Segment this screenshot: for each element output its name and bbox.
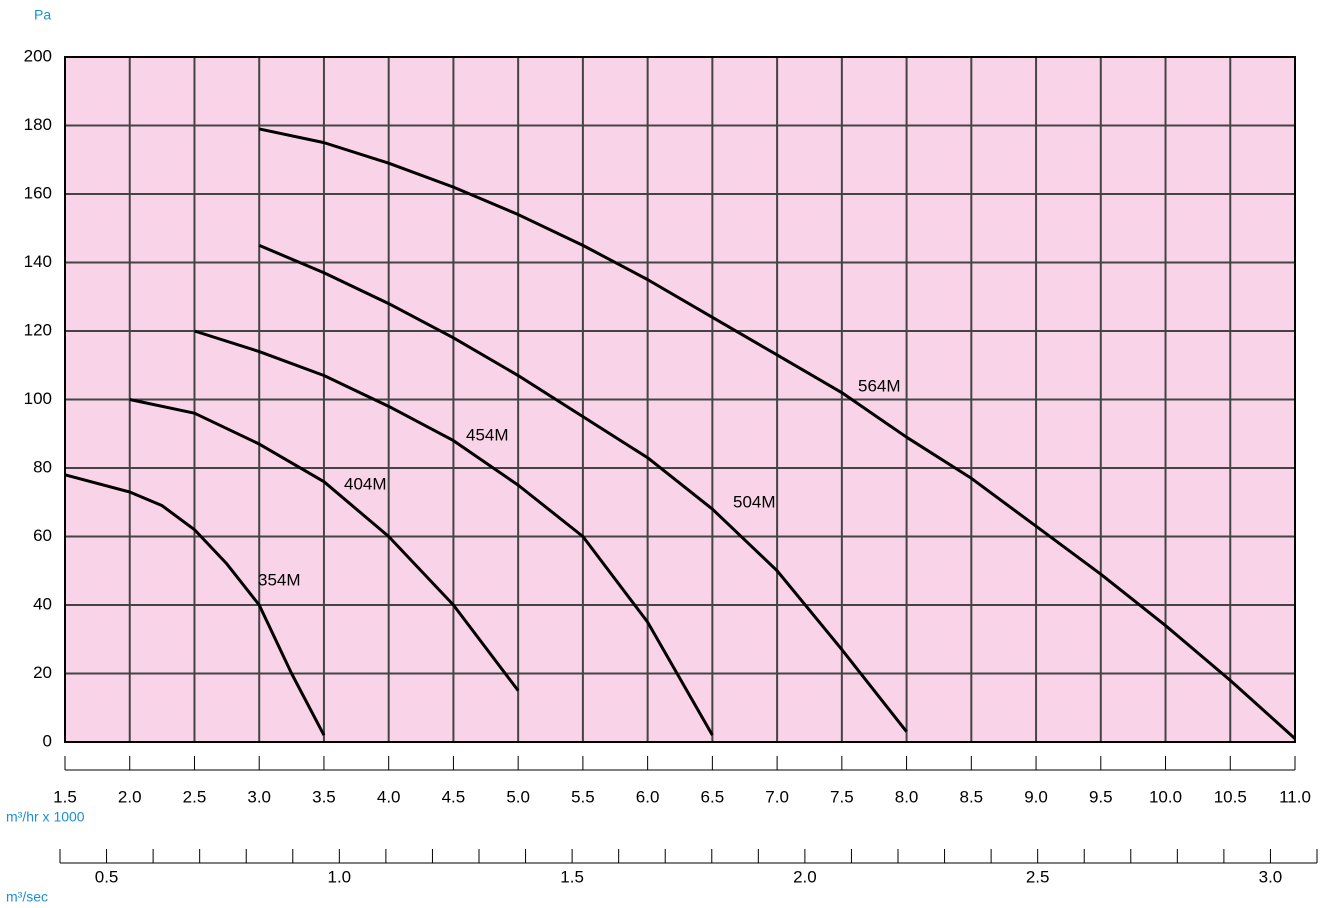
y-tick-label: 60 xyxy=(33,526,52,545)
x-tick-label: 8.5 xyxy=(959,787,983,806)
x2-tick-label: 2.5 xyxy=(1026,867,1050,886)
x2-tick-label: 3.0 xyxy=(1259,867,1283,886)
curve-label: 504M xyxy=(733,492,776,511)
x-tick-label: 5.0 xyxy=(506,787,530,806)
curve-label: 354M xyxy=(258,570,301,589)
x-tick-label: 4.5 xyxy=(442,787,466,806)
x-tick-label: 2.0 xyxy=(118,787,142,806)
x-tick-label: 7.0 xyxy=(765,787,789,806)
curve-label: 564M xyxy=(858,376,901,395)
x-tick-label: 10.5 xyxy=(1214,787,1247,806)
x2-tick-label: 0.5 xyxy=(95,867,119,886)
curve xyxy=(258,127,1297,740)
x-tick-label: 5.5 xyxy=(571,787,595,806)
x-tick-label: 6.5 xyxy=(701,787,725,806)
x-tick-label: 2.5 xyxy=(183,787,207,806)
curve-label: 454M xyxy=(466,425,509,444)
y-tick-label: 0 xyxy=(43,731,52,750)
y-tick-label: 140 xyxy=(24,252,52,271)
curve xyxy=(194,329,714,736)
x-tick-label: 9.0 xyxy=(1024,787,1048,806)
y-tick-label: 160 xyxy=(24,183,52,202)
y-tick-label: 120 xyxy=(24,320,52,339)
x-tick-label: 3.5 xyxy=(312,787,336,806)
x-axis-label: m³/hr x 1000 xyxy=(6,809,85,825)
curve xyxy=(258,243,908,733)
curve xyxy=(129,398,520,692)
curve-label: 404M xyxy=(344,474,387,493)
x-tick-label: 8.0 xyxy=(895,787,919,806)
x-tick-label: 3.0 xyxy=(247,787,271,806)
x-tick-label: 4.0 xyxy=(377,787,401,806)
x-tick-label: 10.0 xyxy=(1149,787,1182,806)
y-axis-label: Pa xyxy=(34,7,51,23)
y-tick-label: 100 xyxy=(24,389,52,408)
x2-tick-label: 1.0 xyxy=(328,867,352,886)
x-tick-label: 1.5 xyxy=(53,787,77,806)
x-tick-label: 6.0 xyxy=(636,787,660,806)
y-tick-label: 200 xyxy=(24,46,52,65)
x-tick-label: 9.5 xyxy=(1089,787,1113,806)
x-tick-label: 11.0 xyxy=(1279,787,1311,806)
y-tick-label: 180 xyxy=(24,115,52,134)
y-tick-label: 80 xyxy=(33,457,52,476)
y-tick-label: 40 xyxy=(33,594,52,613)
x2-axis-label: m³/sec xyxy=(6,889,48,905)
x2-tick-label: 1.5 xyxy=(560,867,584,886)
plot-border xyxy=(64,56,1296,743)
x-tick-label: 7.5 xyxy=(830,787,854,806)
y-tick-label: 20 xyxy=(33,663,52,682)
curve xyxy=(64,473,326,736)
x2-tick-label: 2.0 xyxy=(793,867,817,886)
